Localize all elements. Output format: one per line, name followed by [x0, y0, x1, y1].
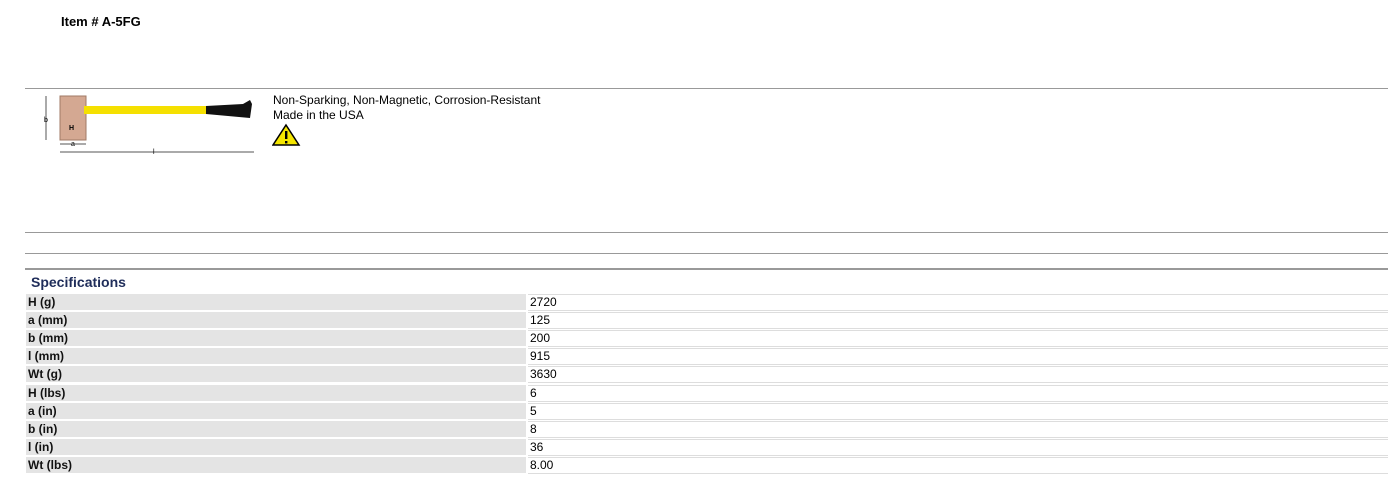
label-l: l [153, 149, 155, 156]
spec-row: l (mm) 915 [26, 348, 1388, 366]
spec-row: H (lbs) 6 [26, 384, 1388, 402]
divider [25, 253, 1388, 254]
spec-value: 2720 [528, 294, 1388, 311]
spec-value: 36 [528, 438, 1388, 456]
spec-label: Wt (lbs) [26, 456, 526, 473]
spec-label: l (in) [26, 438, 526, 455]
warning-icon [272, 123, 301, 146]
spec-row: a (in) 5 [26, 402, 1388, 420]
spec-label: l (mm) [26, 348, 526, 365]
item-title: Item # A-5FG [61, 14, 141, 29]
spec-label: b (in) [26, 420, 526, 437]
label-h: H [69, 125, 74, 132]
spec-value: 915 [528, 348, 1388, 366]
spec-label: a (mm) [26, 312, 526, 329]
spec-row: b (mm) 200 [26, 330, 1388, 348]
spec-value: 125 [528, 312, 1388, 330]
spec-value: 8.00 [528, 456, 1388, 474]
spec-row: a (mm) 125 [26, 312, 1388, 330]
divider [25, 232, 1388, 233]
spec-row: Wt (lbs) 8.00 [26, 456, 1388, 474]
spec-label: b (mm) [26, 330, 526, 347]
spec-row: l (in) 36 [26, 438, 1388, 456]
spec-row: Wt (g) 3630 [26, 366, 1388, 384]
spec-value: 5 [528, 402, 1388, 420]
label-a: a [71, 141, 75, 148]
grip [206, 100, 252, 118]
divider [25, 268, 1388, 270]
spec-label: H (lbs) [26, 384, 526, 401]
spec-value: 200 [528, 330, 1388, 348]
feature: Made in the USA [273, 108, 364, 122]
feature: Non-Sparking, Non-Magnetic, Corrosion-Re… [273, 93, 541, 107]
spec-label: H (g) [26, 294, 526, 310]
label-b: b [44, 117, 48, 124]
spec-value: 3630 [528, 366, 1388, 384]
divider [25, 88, 1388, 89]
product-image: b a l H [44, 95, 254, 156]
spec-row: H (g) 2720 [26, 294, 1388, 311]
axe-head [59, 95, 87, 141]
spec-value: 6 [528, 384, 1388, 402]
section-title: Specifications [31, 274, 126, 290]
spec-row: b (in) 8 [26, 420, 1388, 438]
spec-value: 8 [528, 420, 1388, 438]
spec-label: a (in) [26, 402, 526, 419]
handle [84, 106, 208, 114]
spec-label: Wt (g) [26, 366, 526, 383]
